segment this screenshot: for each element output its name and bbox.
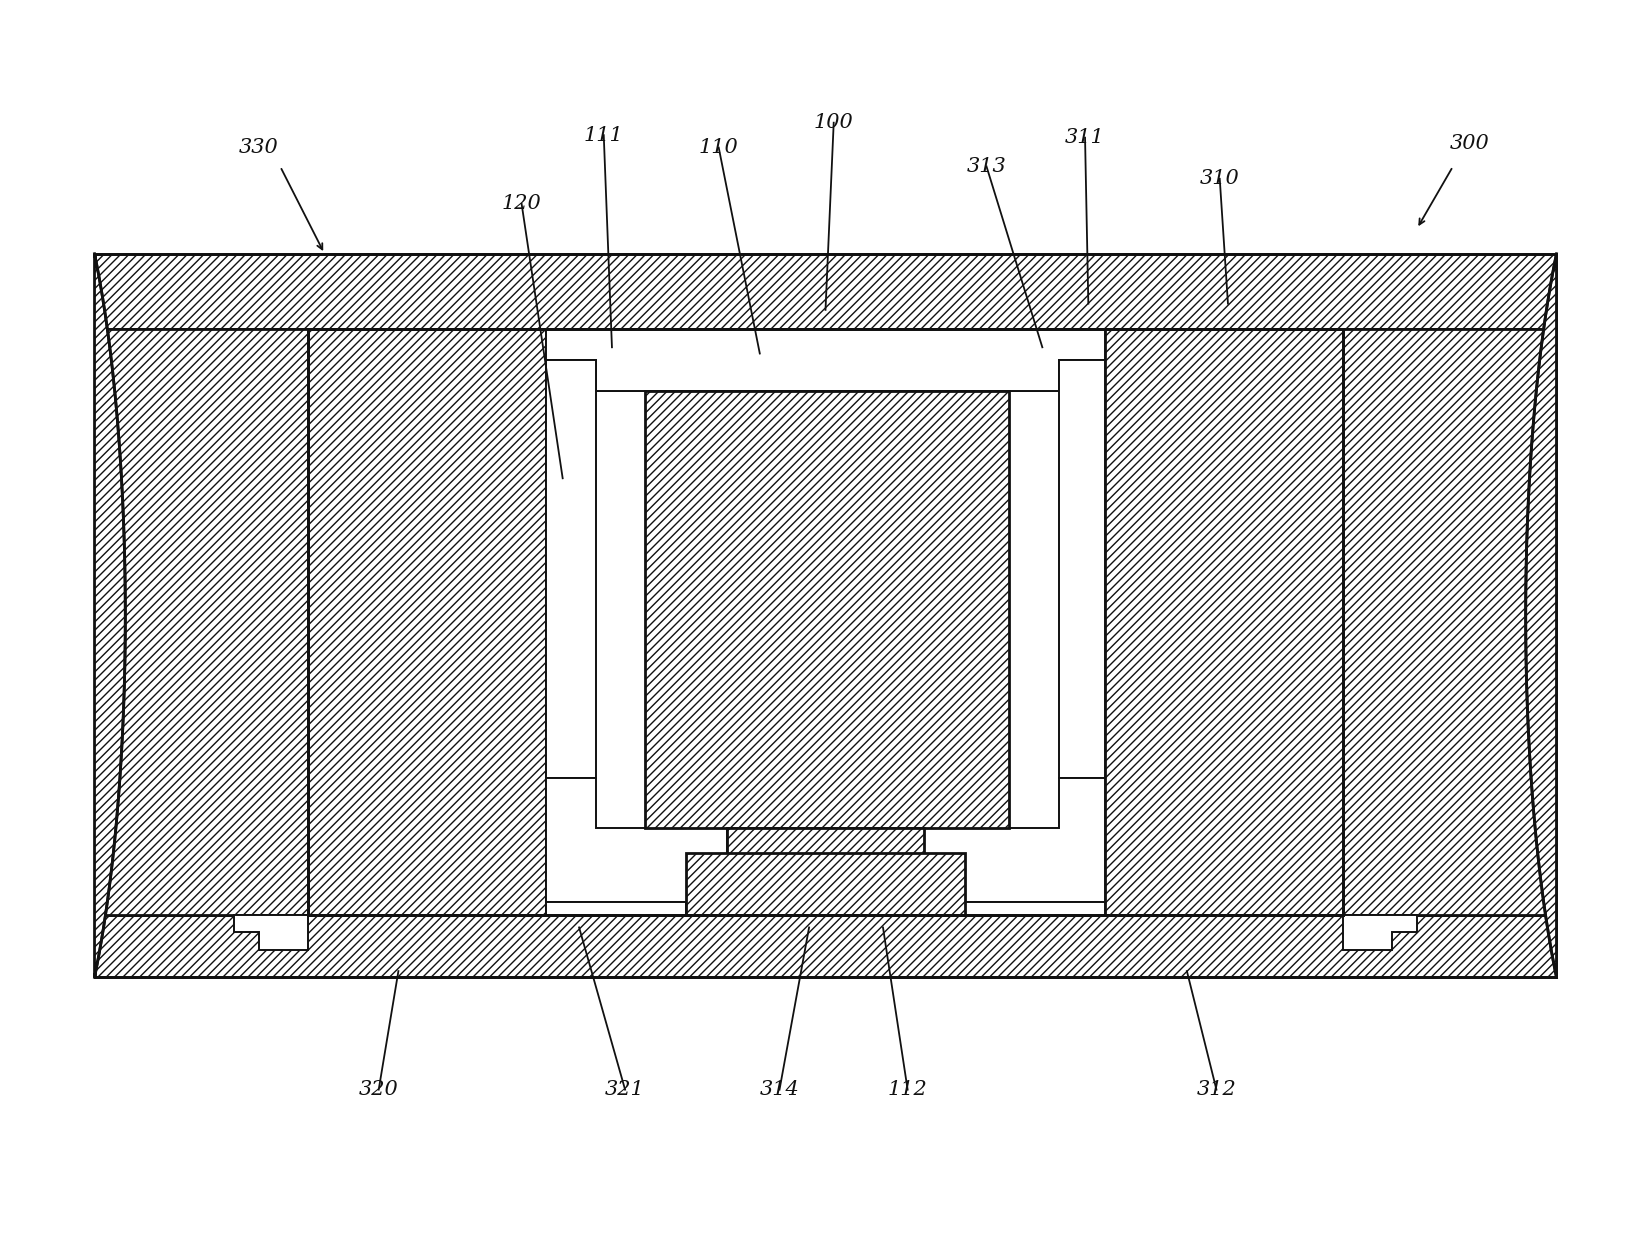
Text: 120: 120 bbox=[502, 195, 542, 214]
Polygon shape bbox=[1526, 254, 1557, 977]
Polygon shape bbox=[1342, 329, 1557, 914]
Text: 111: 111 bbox=[584, 126, 624, 144]
Polygon shape bbox=[546, 359, 596, 777]
Text: 112: 112 bbox=[888, 1080, 928, 1099]
Polygon shape bbox=[546, 329, 1105, 391]
Text: 110: 110 bbox=[698, 138, 738, 157]
Text: 330: 330 bbox=[239, 138, 279, 157]
Polygon shape bbox=[1009, 359, 1058, 391]
Polygon shape bbox=[966, 903, 1105, 914]
Text: 312: 312 bbox=[1197, 1080, 1237, 1099]
Text: 321: 321 bbox=[606, 1080, 646, 1099]
Text: 300: 300 bbox=[1450, 134, 1489, 153]
Text: 313: 313 bbox=[966, 157, 1007, 176]
Polygon shape bbox=[94, 254, 125, 977]
Polygon shape bbox=[94, 914, 1557, 977]
Text: 314: 314 bbox=[759, 1080, 799, 1099]
Polygon shape bbox=[309, 329, 1342, 914]
Polygon shape bbox=[309, 329, 546, 914]
Polygon shape bbox=[1105, 329, 1342, 914]
Polygon shape bbox=[726, 828, 925, 914]
Polygon shape bbox=[646, 391, 1009, 828]
Polygon shape bbox=[925, 777, 1105, 903]
Text: 310: 310 bbox=[1200, 170, 1240, 188]
Polygon shape bbox=[546, 903, 685, 914]
Polygon shape bbox=[94, 329, 309, 914]
Polygon shape bbox=[596, 359, 646, 391]
Text: 100: 100 bbox=[814, 113, 854, 132]
Text: 320: 320 bbox=[358, 1080, 398, 1099]
Polygon shape bbox=[1342, 914, 1417, 950]
Polygon shape bbox=[309, 254, 1342, 329]
Polygon shape bbox=[234, 914, 309, 950]
Polygon shape bbox=[94, 254, 1557, 329]
Polygon shape bbox=[685, 853, 966, 914]
Polygon shape bbox=[1058, 359, 1105, 777]
Text: 311: 311 bbox=[1065, 128, 1105, 147]
Polygon shape bbox=[546, 777, 726, 903]
